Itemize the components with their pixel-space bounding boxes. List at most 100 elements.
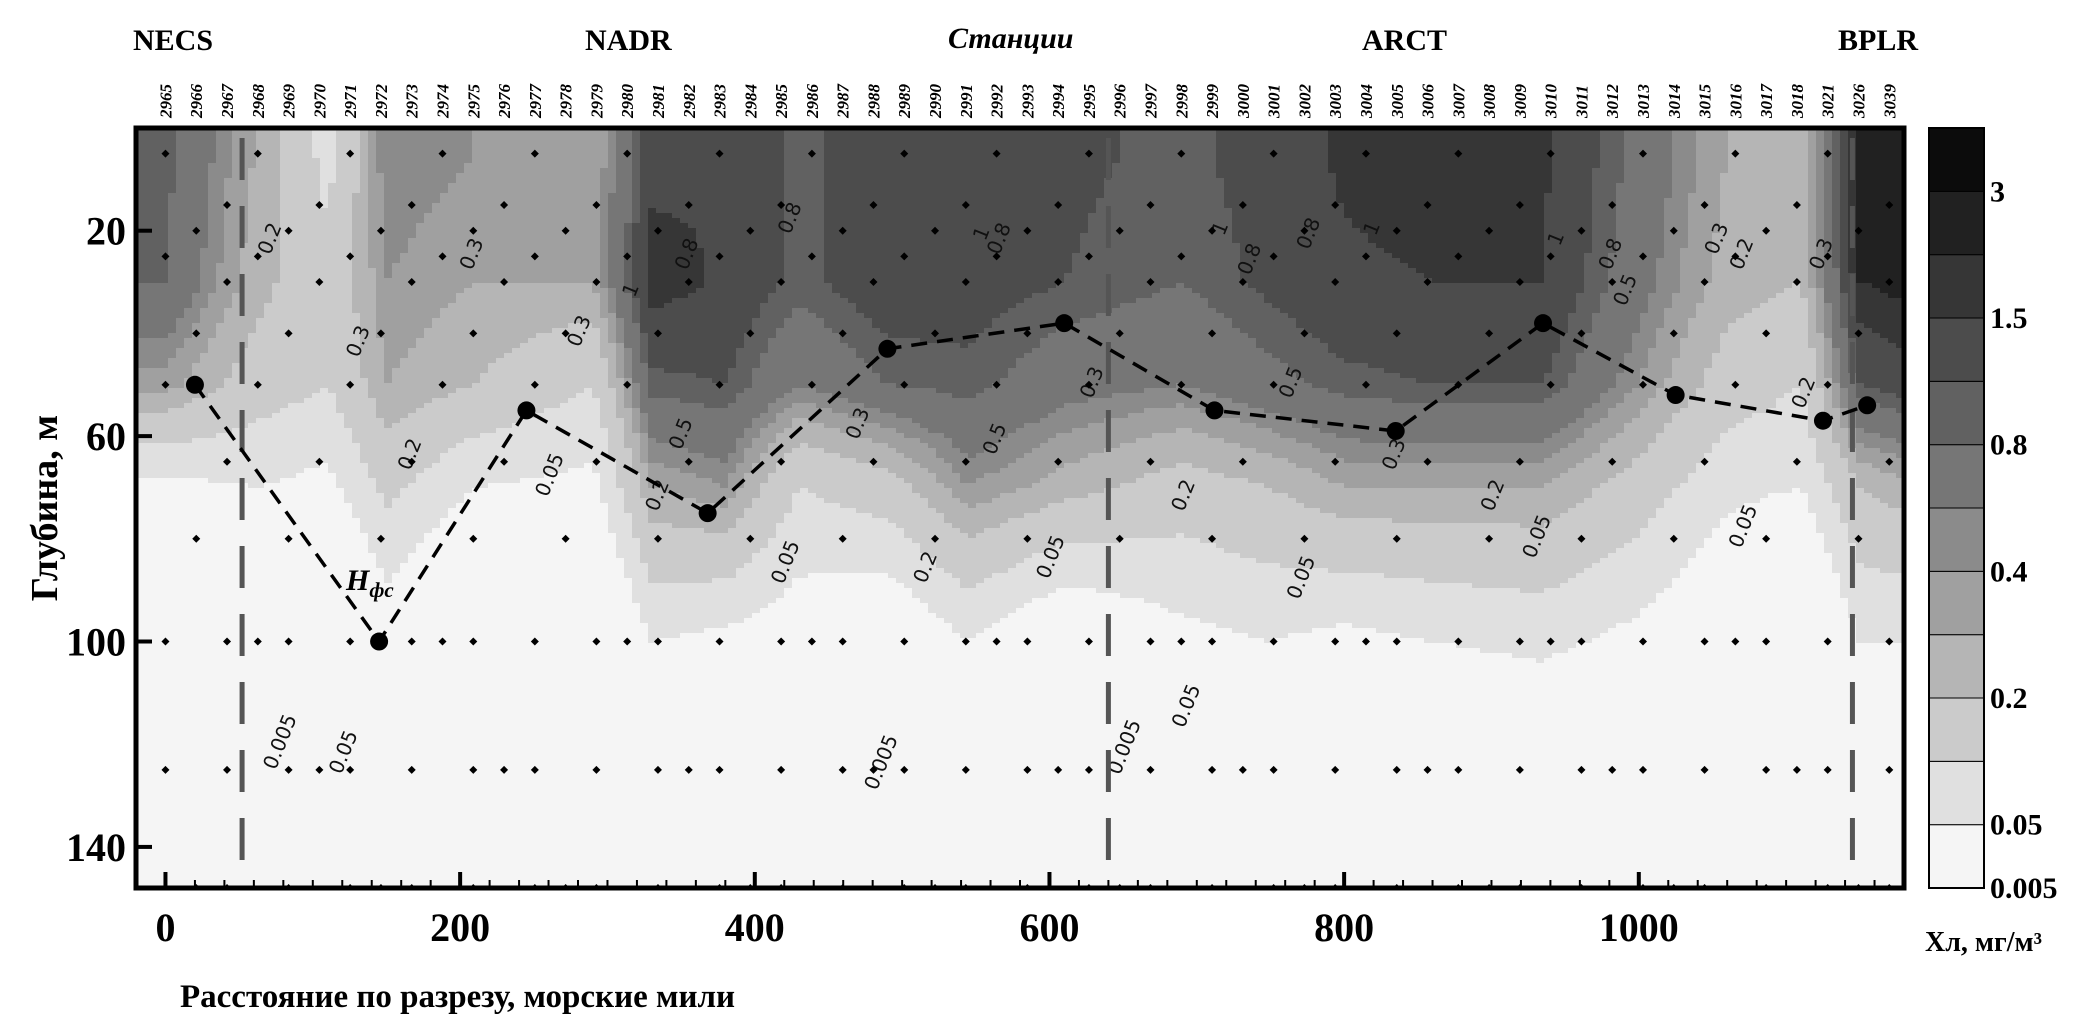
field-cell [216,548,225,554]
field-cell [248,763,257,769]
field-cell [200,828,209,834]
field-cell [312,708,321,714]
field-cell [192,268,201,274]
field-cell [376,678,385,684]
field-cell [328,763,337,769]
field-cell [296,533,305,539]
field-cell [360,268,369,274]
field-cell [392,448,401,454]
field-cell [176,393,185,399]
field-cell [352,828,361,834]
field-cell [360,848,369,854]
field-cell [280,208,289,214]
field-cell [360,128,369,134]
field-cell [288,153,297,159]
field-cell [320,823,329,829]
field-cell [304,498,313,504]
field-cell [336,813,345,819]
field-cell [232,203,241,209]
field-cell [272,388,281,394]
field-cell [176,228,185,234]
field-cell [168,288,177,294]
field-cell [376,603,385,609]
field-cell [136,283,145,289]
field-cell [312,393,321,399]
field-cell [376,713,385,719]
field-cell [368,608,377,614]
field-cell [296,843,305,849]
field-cell [352,308,361,314]
field-cell [272,138,281,144]
field-cell [328,203,337,209]
field-cell [336,673,345,679]
field-cell [200,738,209,744]
field-cell [136,708,145,714]
field-cell [168,243,177,249]
field-cell [192,148,201,154]
field-cell [248,738,257,744]
field-cell [144,213,153,219]
field-cell [288,493,297,499]
field-cell [208,428,217,434]
field-cell [200,593,209,599]
field-cell [312,663,321,669]
field-cell [224,433,233,439]
field-cell [360,238,369,244]
field-cell [288,668,297,674]
field-cell [392,188,401,194]
field-cell [136,848,145,854]
field-cell [312,753,321,759]
field-cell [160,548,169,554]
field-cell [224,708,233,714]
field-cell [160,833,169,839]
field-cell [136,658,145,664]
field-cell [184,578,193,584]
field-cell [232,778,241,784]
field-cell [368,833,377,839]
field-cell [200,783,209,789]
field-cell [320,743,329,749]
field-cell [256,158,265,164]
field-cell [216,363,225,369]
field-cell [272,483,281,489]
field-cell [184,293,193,299]
field-cell [328,353,337,359]
field-cell [304,838,313,844]
field-cell [312,188,321,194]
field-cell [256,133,265,139]
field-cell [176,323,185,329]
field-cell [232,253,241,259]
field-cell [136,803,145,809]
field-cell [368,383,377,389]
field-cell [152,218,161,224]
field-cell [256,598,265,604]
field-cell [208,823,217,829]
field-cell [368,823,377,829]
field-cell [216,463,225,469]
field-cell [280,233,289,239]
field-cell [168,843,177,849]
field-cell [304,508,313,514]
field-cell [256,778,265,784]
field-cell [224,503,233,509]
field-cell [168,363,177,369]
field-cell [192,483,201,489]
field-cell [304,263,313,269]
field-cell [368,318,377,324]
field-cell [272,223,281,229]
field-cell [320,843,329,849]
field-cell [328,418,337,424]
field-cell [352,358,361,364]
field-cell [304,668,313,674]
field-cell [208,443,217,449]
field-cell [192,193,201,199]
field-cell [320,458,329,464]
field-cell [176,738,185,744]
field-cell [352,718,361,724]
field-cell [256,208,265,214]
field-cell [352,758,361,764]
field-cell [328,323,337,329]
field-cell [280,608,289,614]
field-cell [320,318,329,324]
field-cell [368,348,377,354]
